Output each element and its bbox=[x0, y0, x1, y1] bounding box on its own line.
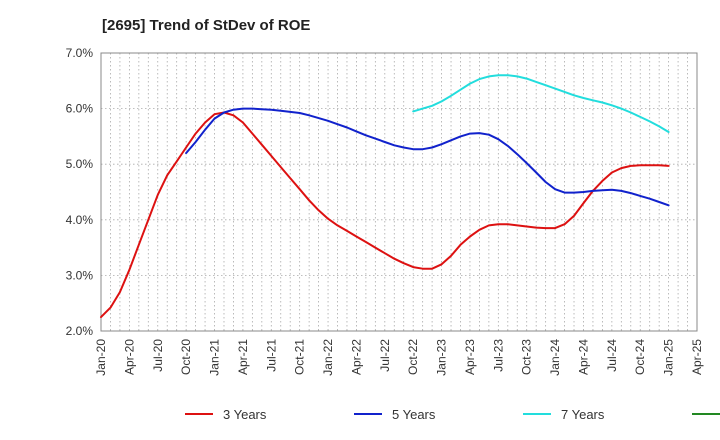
x-tick-label: Jul-22 bbox=[378, 339, 392, 372]
y-tick-label: 4.0% bbox=[66, 213, 94, 227]
series-lines bbox=[100, 74, 670, 319]
x-tick-label: Jan-21 bbox=[208, 339, 222, 376]
x-tick-label: Oct-21 bbox=[293, 339, 307, 375]
x-tick-label: Jul-24 bbox=[605, 339, 619, 372]
x-tick-label: Oct-24 bbox=[633, 339, 647, 375]
y-tick-label: 2.0% bbox=[66, 324, 94, 338]
y-tick-label: 5.0% bbox=[66, 157, 94, 171]
x-tick-label: Apr-21 bbox=[236, 339, 250, 375]
legend-label: 3 Years bbox=[223, 407, 267, 422]
x-tick-label: Jul-23 bbox=[491, 339, 505, 372]
x-tick-label: Jan-20 bbox=[94, 339, 108, 376]
y-tick-label: 6.0% bbox=[66, 102, 94, 116]
y-tick-label: 7.0% bbox=[66, 46, 94, 60]
legend-label: 7 Years bbox=[561, 407, 605, 422]
x-tick-label: Jul-20 bbox=[151, 339, 165, 372]
x-tick-label: Jan-22 bbox=[321, 339, 335, 376]
plot-area-frame bbox=[100, 52, 698, 332]
x-axis-ticks: Jan-20 Apr-20 Jul-20 Oct-20 Jan-21 Apr-21 Jul-… bbox=[94, 339, 704, 376]
chart-title: [2695] Trend of StDev of ROE bbox=[102, 17, 310, 34]
legend-label: 5 Years bbox=[392, 407, 436, 422]
x-tick-label: Apr-23 bbox=[463, 339, 477, 375]
x-tick-label: Jan-24 bbox=[548, 339, 562, 376]
x-tick-label: Apr-20 bbox=[122, 339, 136, 375]
x-tick-label: Oct-22 bbox=[406, 339, 420, 375]
x-tick-label: Jan-25 bbox=[662, 339, 676, 376]
x-tick-label: Apr-22 bbox=[349, 339, 363, 375]
y-axis-ticks: 2.0% 3.0% 4.0% 5.0% 6.0% 7.0% bbox=[66, 46, 94, 338]
x-tick-label: Jan-23 bbox=[435, 339, 449, 376]
x-tick-label: Jul-21 bbox=[264, 339, 278, 372]
x-tick-label: Apr-24 bbox=[576, 339, 590, 375]
x-tick-label: Oct-23 bbox=[520, 339, 534, 375]
x-tick-label: Apr-25 bbox=[690, 339, 704, 375]
y-tick-label: 3.0% bbox=[66, 268, 94, 282]
series-line-5-years bbox=[185, 107, 670, 207]
grid-lines bbox=[101, 53, 697, 331]
series-line-7-years bbox=[412, 74, 670, 133]
x-tick-label: Oct-20 bbox=[179, 339, 193, 375]
series-line-3-years bbox=[100, 111, 670, 319]
